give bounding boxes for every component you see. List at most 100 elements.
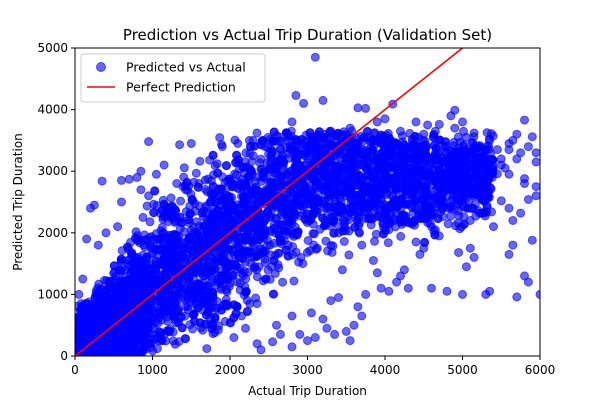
x-tick-label: 4000 <box>370 363 401 377</box>
data-point <box>508 240 518 250</box>
data-point <box>326 296 336 306</box>
data-point <box>93 240 103 250</box>
data-point <box>339 237 349 246</box>
data-point <box>275 132 285 142</box>
data-point <box>381 207 391 217</box>
data-point <box>311 177 321 187</box>
data-point <box>496 196 506 206</box>
data-point <box>101 228 111 238</box>
data-point <box>427 283 436 293</box>
data-point <box>437 177 447 187</box>
data-point <box>408 179 417 189</box>
data-point <box>172 275 182 285</box>
data-point <box>412 187 422 197</box>
data-point <box>177 323 187 333</box>
data-point <box>171 206 180 216</box>
data-point <box>456 188 466 198</box>
data-point <box>159 160 169 170</box>
data-point <box>314 127 324 137</box>
data-point <box>508 216 518 225</box>
data-point <box>255 158 265 168</box>
data-point <box>296 149 306 159</box>
data-point <box>420 183 430 193</box>
data-point <box>299 98 309 108</box>
data-point <box>124 174 134 184</box>
data-point <box>391 183 401 193</box>
y-tick-label: 5000 <box>37 41 68 55</box>
data-point <box>245 164 255 174</box>
data-point <box>308 229 318 238</box>
data-point <box>303 193 313 203</box>
data-point <box>114 307 124 317</box>
data-point <box>170 339 180 349</box>
data-point <box>176 196 186 206</box>
data-point <box>523 142 533 152</box>
data-point <box>88 320 98 330</box>
data-point <box>216 276 226 286</box>
data-point <box>272 320 281 330</box>
data-point <box>332 178 342 188</box>
data-point <box>415 249 425 259</box>
x-tick-label: 6000 <box>525 363 556 377</box>
data-point <box>126 288 136 298</box>
data-point <box>398 210 408 220</box>
data-point <box>150 186 160 196</box>
data-point <box>357 311 367 321</box>
data-point <box>287 311 297 321</box>
data-point <box>210 161 220 171</box>
data-point <box>132 172 142 182</box>
data-point <box>175 212 185 222</box>
data-point <box>329 216 339 226</box>
data-point <box>245 299 255 309</box>
data-point <box>244 135 254 145</box>
data-point <box>354 177 364 187</box>
data-point <box>111 346 121 356</box>
data-point <box>193 182 203 192</box>
data-point <box>430 126 440 136</box>
data-point <box>149 208 159 218</box>
data-point <box>240 180 250 190</box>
data-point <box>436 167 446 177</box>
data-point <box>90 292 100 302</box>
data-point <box>353 302 363 312</box>
data-point <box>275 329 285 339</box>
data-point <box>138 274 148 284</box>
data-point <box>451 159 461 169</box>
data-point <box>443 219 453 229</box>
data-point <box>407 134 417 144</box>
data-point <box>459 164 469 174</box>
data-point <box>145 242 155 252</box>
data-point <box>244 235 254 245</box>
data-point <box>485 163 495 173</box>
data-point <box>465 216 475 225</box>
data-point <box>228 270 238 280</box>
data-point <box>287 180 297 190</box>
data-point <box>401 172 411 182</box>
data-point <box>361 103 371 113</box>
data-point <box>189 222 198 232</box>
data-point <box>201 267 211 277</box>
data-point <box>217 142 227 152</box>
data-point <box>289 276 299 286</box>
chart-title: Prediction vs Actual Trip Duration (Vali… <box>123 26 492 44</box>
data-point <box>427 222 436 232</box>
data-point <box>370 128 380 138</box>
data-point <box>359 201 369 211</box>
data-point <box>221 299 231 309</box>
data-point <box>326 241 336 250</box>
data-point <box>321 219 331 229</box>
data-point <box>224 174 234 184</box>
data-point <box>205 304 215 314</box>
data-point <box>106 302 116 311</box>
data-point <box>206 314 216 324</box>
data-point <box>243 172 253 182</box>
data-point <box>348 205 358 215</box>
data-point <box>520 115 529 125</box>
data-point <box>531 191 540 201</box>
data-point <box>175 140 185 150</box>
legend-label-line: Perfect Prediction <box>126 80 236 95</box>
data-point <box>82 234 92 244</box>
data-point <box>132 350 141 356</box>
data-point <box>481 206 491 216</box>
